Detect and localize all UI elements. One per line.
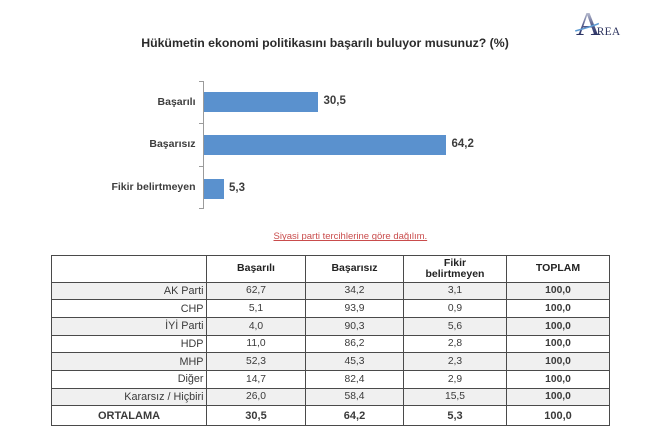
svg-text:REA: REA: [597, 26, 621, 38]
svg-text:A: A: [576, 6, 601, 40]
